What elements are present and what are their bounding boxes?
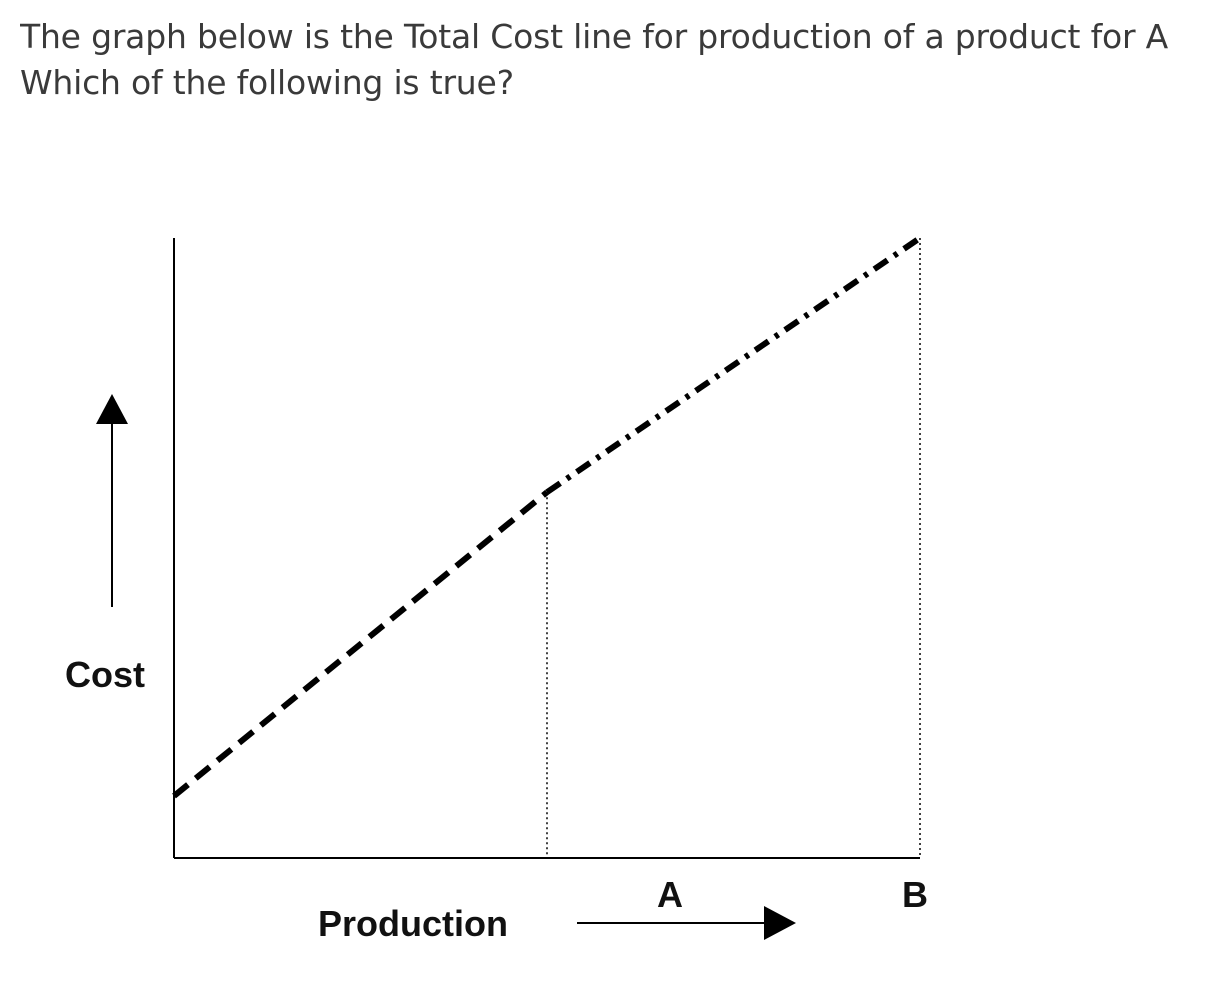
cost-line-dash-dot-segment [545,235,922,495]
question-text: The graph below is the Total Cost line f… [20,14,1220,106]
question-line-1: The graph below is the Total Cost line f… [20,17,1169,56]
question-line-2: Which of the following is true? [20,63,514,102]
cost-line-dashed-segment [172,489,549,799]
x-tick-label-b: B [902,874,928,915]
cost-arrow-head-icon [96,394,128,424]
x-tick-label-a: A [657,874,683,915]
y-axis-label: Cost [65,654,145,695]
production-arrow-head-icon [764,906,796,940]
x-axis-label: Production [318,903,508,944]
